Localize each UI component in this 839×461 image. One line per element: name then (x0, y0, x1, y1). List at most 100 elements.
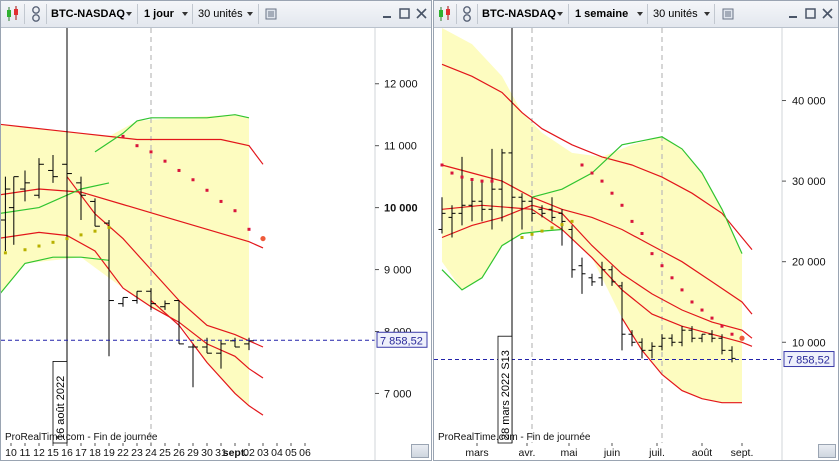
expand-button[interactable] (818, 444, 836, 458)
upper-red-line (441, 63, 753, 250)
sar-dot-olive (520, 236, 524, 240)
x-tick-label: 16 (61, 447, 73, 459)
x-tick-label: 04 (271, 447, 283, 459)
link-icon[interactable] (459, 5, 475, 23)
minimize-icon[interactable] (381, 7, 394, 20)
x-tick-label: 30 (201, 447, 213, 459)
chevron-down-icon[interactable] (704, 12, 710, 16)
x-tick-label: mai (561, 447, 578, 459)
current-price-badge (376, 331, 428, 348)
chevron-down-icon[interactable] (637, 12, 643, 16)
lower-green-line (1, 256, 110, 294)
sar-dot-red (440, 163, 444, 167)
sar-dot-olive (570, 219, 574, 223)
chart-toolbar: BTC-NASDAQ 1 jour 30 unités (1, 1, 431, 28)
current-price-label: 7 858,52 (380, 335, 423, 347)
y-tick-label: 40 000 (792, 96, 826, 108)
bollinger-band-fill (1, 114, 249, 406)
sar-dot-red (450, 171, 454, 175)
chevron-down-icon[interactable] (182, 12, 188, 16)
expand-button[interactable] (411, 444, 429, 458)
date-marker-label-box (497, 335, 513, 444)
candlestick-icon[interactable] (5, 5, 21, 23)
sar-dot-red (233, 209, 237, 213)
menu-icon[interactable] (263, 5, 279, 23)
x-tick-label: 31 (215, 447, 227, 459)
sar-dot-red (630, 219, 634, 223)
date-marker-label-group: 16 août 2022 (52, 361, 68, 444)
instrument-selector[interactable]: BTC-NASDAQ (51, 8, 125, 20)
sar-dot-red (191, 178, 195, 182)
sar-dot-olive (560, 223, 564, 227)
chevron-down-icon[interactable] (126, 12, 132, 16)
sar-dot-red (247, 227, 251, 231)
units-selector[interactable]: 30 unités (198, 8, 243, 20)
x-tick-label: 11 (20, 447, 31, 459)
sar-dot-olive (540, 229, 544, 233)
x-tick-label: avr. (519, 447, 536, 459)
date-marker-label-group: 28 mars 2022 S13 (497, 335, 513, 444)
minimize-icon[interactable] (787, 7, 800, 20)
sar-dot-red (163, 159, 167, 163)
sar-dot-red (710, 316, 714, 320)
sar-dot-red (720, 324, 724, 328)
units-selector[interactable]: 30 unités (653, 8, 698, 20)
x-tick-label: 05 (285, 447, 297, 459)
sar-dot-olive (3, 251, 7, 255)
mid-red-line (1, 188, 264, 249)
x-tick-label: 12 (33, 447, 45, 459)
sar-dot-olive (37, 244, 41, 248)
x-tick-label: 26 (173, 447, 185, 459)
sar-dot-red (480, 179, 484, 183)
chart-window-left: BTC-NASDAQ 1 jour 30 unités 7 0008 0009 … (0, 0, 432, 461)
sar-dot-olive (51, 240, 55, 244)
upper-green-line (94, 114, 250, 153)
x-tick-label: 10 (5, 447, 17, 459)
sar-dot-red (680, 288, 684, 292)
x-tick-label: 22 (117, 447, 129, 459)
link-icon[interactable] (28, 5, 44, 23)
x-tick-label: 29 (187, 447, 199, 459)
sar-dot-olive (530, 232, 534, 236)
close-icon[interactable] (821, 7, 834, 20)
close-icon[interactable] (415, 7, 428, 20)
sar-dot-red (460, 175, 464, 179)
chevron-down-icon[interactable] (557, 12, 563, 16)
chart-toolbar: BTC-NASDAQ 1 semaine 30 unités (434, 1, 838, 28)
chevron-down-icon[interactable] (247, 12, 253, 16)
sar-dot-red (177, 168, 181, 172)
y-tick-label: 11 000 (384, 141, 417, 153)
timeframe-selector[interactable]: 1 semaine (575, 8, 629, 20)
sar-dot-red (590, 171, 594, 175)
menu-icon[interactable] (720, 5, 736, 23)
sar-dot-red (730, 332, 734, 336)
timeframe-selector[interactable]: 1 jour (144, 8, 174, 20)
upper-green-line (531, 136, 743, 254)
sar-dot-red (620, 203, 624, 207)
sar-dot-olive (93, 229, 97, 233)
x-tick-label: 06 (299, 447, 311, 459)
footer-source: ProRealTime.com - Fin de journée (5, 432, 158, 443)
instrument-selector[interactable]: BTC-NASDAQ (482, 8, 556, 20)
sar-dot-red (470, 177, 474, 181)
y-tick-label: 9 000 (384, 265, 412, 277)
sar-dot-red (650, 252, 654, 256)
x-tick-label: 15 (47, 447, 59, 459)
sar-dot-red (690, 300, 694, 304)
maximize-icon[interactable] (804, 7, 817, 20)
sar-dot-red (219, 199, 223, 203)
x-tick-label: 19 (103, 447, 115, 459)
x-tick-label: 18 (89, 447, 101, 459)
maximize-icon[interactable] (398, 7, 411, 20)
sar-dot-red (610, 191, 614, 195)
price-chart[interactable]: 10 000 20 000 30 000 40 000 7 858,52 mars avr.… (434, 28, 838, 460)
x-tick-label: juil. (648, 447, 665, 459)
y-tick-label: 20 000 (792, 257, 826, 269)
sar-dot-olive (23, 248, 27, 252)
sar-dot-last (260, 235, 266, 242)
x-tick-label: 02 (243, 447, 255, 459)
sar-dot-red (670, 276, 674, 280)
candlestick-icon[interactable] (437, 5, 453, 23)
x-tick-label: mars (465, 447, 488, 459)
